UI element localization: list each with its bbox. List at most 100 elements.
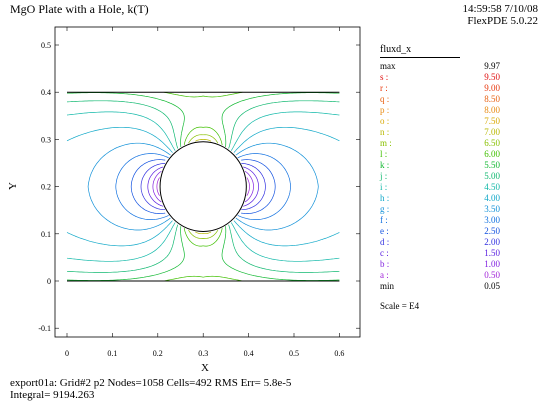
contour-line [188, 134, 219, 239]
contour-line [87, 142, 319, 231]
legend-level-key: i : [380, 182, 388, 192]
legend-level-key: b : [380, 259, 390, 269]
y-tick-label: 0.3 [41, 135, 51, 144]
legend-level-key: k : [380, 160, 390, 170]
legend-level-row: n : 7.00 [380, 127, 540, 138]
y-axis-ticks: -0.1 0 0.1 0.2 0.3 0.4 0.5 [38, 41, 360, 333]
footer-integral: Integral= 9194.263 [10, 389, 95, 401]
legend-variable: fluxd_x [380, 44, 412, 55]
legend-level-value: 2.00 [484, 237, 500, 247]
y-tick-label: 0.5 [41, 41, 51, 50]
legend-level-value: 3.50 [484, 204, 500, 214]
legend-level-value: 7.00 [484, 127, 500, 137]
legend-level-row: r : 9.00 [380, 83, 540, 94]
legend-level-row: g : 3.50 [380, 204, 540, 215]
contour-line [130, 159, 276, 214]
legend-level-row: d : 2.00 [380, 237, 540, 248]
legend-level-row: s : 9.50 [380, 72, 540, 83]
legend-level-row: i : 4.50 [380, 182, 540, 193]
legend-level-key: q : [380, 94, 390, 104]
legend-level-value: 5.50 [484, 160, 500, 170]
legend-level-value: 4.50 [484, 182, 500, 192]
legend-divider [380, 57, 460, 58]
legend-level-key: o : [380, 116, 390, 126]
legend-level-row: h : 4.00 [380, 193, 540, 204]
legend-level-value: 8.50 [484, 94, 500, 104]
legend-max-value: 9.97 [484, 61, 500, 71]
hole-outline [159, 141, 247, 232]
legend-level-row: c : 1.50 [380, 248, 540, 259]
legend-level-key: d : [380, 237, 390, 247]
legend-level-value: 2.50 [484, 226, 500, 236]
y-tick-label: 0 [47, 277, 51, 286]
legend-level-value: 6.00 [484, 149, 500, 159]
legend-level-row: f : 3.00 [380, 215, 540, 226]
legend-level-value: 8.00 [484, 105, 500, 115]
legend-level-value: 7.50 [484, 116, 500, 126]
x-axis-ticks: 0 0.1 0.2 0.3 0.4 0.5 0.6 [65, 27, 344, 358]
legend-level-key: e : [380, 226, 389, 236]
legend-level-value: 3.00 [484, 215, 500, 225]
x-tick-label: 0.1 [107, 349, 117, 358]
legend-level-key: s : [380, 72, 389, 82]
legend-min-value: 0.05 [484, 281, 500, 291]
y-tick-label: 0.4 [41, 88, 51, 97]
plot-title: MgO Plate with a Hole, k(T) [10, 2, 149, 16]
legend-level-value: 9.50 [484, 72, 500, 82]
y-tick-label: -0.1 [38, 324, 51, 333]
legend-level-row: b : 1.00 [380, 259, 540, 270]
legend-level-key: p : [380, 105, 390, 115]
contour-line [66, 126, 340, 247]
legend-min-row: min 0.05 [380, 281, 540, 292]
x-tick-label: 0.3 [198, 349, 208, 358]
legend-level-value: 4.00 [484, 193, 500, 203]
version-label: FlexPDE 5.0.22 [467, 15, 538, 27]
legend-level-row: k : 5.50 [380, 160, 540, 171]
legend-level-row: o : 7.50 [380, 116, 540, 127]
legend-level-key: j : [380, 171, 388, 181]
x-tick-label: 0.6 [334, 349, 344, 358]
legend-level-row: p : 8.00 [380, 105, 540, 116]
contour-line [115, 153, 291, 220]
contour-lines [66, 91, 340, 282]
legend-level-row: m : 6.50 [380, 138, 540, 149]
legend-level-row: a : 0.50 [380, 270, 540, 281]
legend-max-row: max 9.97 [380, 61, 540, 72]
legend-level-key: l : [380, 149, 388, 159]
y-tick-label: 0.1 [41, 230, 51, 239]
x-axis-label: X [201, 362, 209, 374]
x-tick-label: 0.2 [153, 349, 163, 358]
domain-outline [67, 91, 340, 282]
legend-level-value: 6.50 [484, 138, 500, 148]
legend-level-value: 1.50 [484, 248, 500, 258]
contour-line [67, 92, 340, 281]
y-axis-label: Y [7, 182, 19, 190]
legend-max-label: max [380, 61, 396, 71]
contour-line [156, 177, 250, 196]
legend-level-key: n : [380, 127, 390, 137]
x-tick-label: 0 [65, 349, 69, 358]
legend-level-row: e : 2.50 [380, 226, 540, 237]
plot-frame [54, 26, 361, 338]
x-tick-label: 0.5 [289, 349, 299, 358]
legend-level-key: r : [380, 83, 388, 93]
legend-scale: Scale = E4 [380, 301, 420, 311]
contour-line [140, 163, 266, 211]
legend-level-key: h : [380, 193, 390, 203]
contour-line [195, 139, 212, 235]
legend-level-value: 9.00 [484, 83, 500, 93]
contour-line [66, 100, 340, 273]
legend-level-row: j : 5.00 [380, 171, 540, 182]
legend-level-key: a : [380, 270, 389, 280]
legend-level-key: m : [380, 138, 392, 148]
legend-level-key: c : [380, 248, 389, 258]
legend-level-value: 1.00 [484, 259, 500, 269]
footer-grid-stats: export01a: Grid#2 p2 Nodes=1058 Cells=49… [10, 377, 292, 389]
legend-level-value: 5.00 [484, 171, 500, 181]
timestamp-block: 14:59:58 7/10/08 FlexPDE 5.0.22 [463, 3, 538, 27]
footer-info: export01a: Grid#2 p2 Nodes=1058 Cells=49… [10, 377, 291, 401]
legend-level-value: 0.50 [484, 270, 500, 280]
legend-min-label: min [380, 281, 395, 291]
x-tick-label: 0.4 [244, 349, 254, 358]
